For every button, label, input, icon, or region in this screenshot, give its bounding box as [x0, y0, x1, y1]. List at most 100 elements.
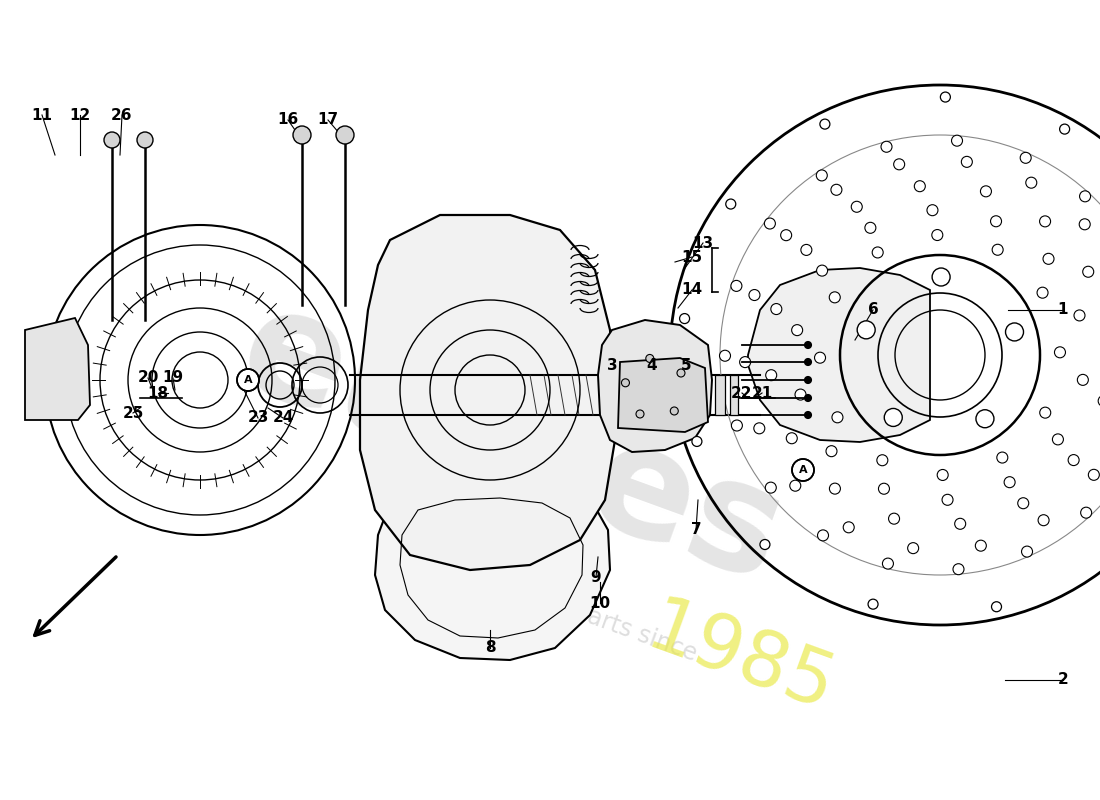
Circle shape: [792, 325, 803, 336]
Circle shape: [1077, 374, 1088, 386]
Circle shape: [1055, 347, 1066, 358]
Circle shape: [857, 321, 876, 339]
Circle shape: [889, 513, 900, 524]
Circle shape: [1079, 191, 1090, 202]
Text: 22: 22: [732, 386, 752, 401]
Circle shape: [868, 599, 878, 609]
Polygon shape: [618, 358, 708, 432]
Circle shape: [236, 369, 258, 391]
Circle shape: [621, 378, 629, 386]
Polygon shape: [25, 318, 90, 420]
Circle shape: [760, 539, 770, 550]
Circle shape: [816, 170, 827, 181]
Text: 26: 26: [111, 107, 133, 122]
Circle shape: [820, 119, 829, 129]
Circle shape: [1082, 266, 1093, 278]
Circle shape: [795, 389, 806, 400]
Circle shape: [1074, 310, 1085, 321]
Circle shape: [1043, 254, 1054, 264]
Circle shape: [937, 470, 948, 481]
Circle shape: [955, 518, 966, 530]
Circle shape: [872, 247, 883, 258]
Text: 9: 9: [591, 570, 602, 585]
Circle shape: [293, 126, 311, 144]
Circle shape: [676, 369, 685, 377]
Polygon shape: [598, 320, 712, 452]
Circle shape: [940, 92, 950, 102]
Text: 25: 25: [122, 406, 144, 421]
Circle shape: [1005, 323, 1023, 341]
Circle shape: [953, 564, 964, 574]
Polygon shape: [375, 478, 610, 660]
Circle shape: [804, 358, 812, 366]
Circle shape: [719, 350, 730, 362]
Text: 1985: 1985: [636, 592, 844, 728]
Circle shape: [932, 230, 943, 241]
Circle shape: [792, 459, 814, 481]
Circle shape: [1018, 498, 1028, 509]
Text: 7: 7: [691, 522, 702, 538]
Circle shape: [766, 370, 777, 381]
Text: 18: 18: [147, 386, 168, 401]
Text: 1: 1: [1058, 302, 1068, 318]
Circle shape: [980, 186, 991, 197]
Circle shape: [844, 522, 855, 533]
Text: a passion for parts since: a passion for parts since: [420, 544, 700, 666]
Bar: [715, 375, 725, 415]
Circle shape: [976, 410, 994, 428]
Text: 4: 4: [647, 358, 658, 373]
Circle shape: [804, 394, 812, 402]
Circle shape: [817, 530, 828, 541]
Circle shape: [732, 420, 742, 431]
Circle shape: [851, 202, 862, 212]
Circle shape: [1037, 287, 1048, 298]
Circle shape: [942, 494, 953, 506]
Circle shape: [932, 268, 950, 286]
Circle shape: [1004, 477, 1015, 488]
Circle shape: [990, 216, 1001, 226]
Text: 13: 13: [692, 235, 714, 250]
Circle shape: [976, 540, 987, 551]
Circle shape: [829, 483, 840, 494]
Text: 10: 10: [590, 595, 610, 610]
Text: euro: euro: [220, 273, 640, 547]
Circle shape: [804, 377, 812, 383]
Circle shape: [814, 352, 825, 363]
Text: 8: 8: [485, 641, 495, 655]
Text: 16: 16: [277, 113, 298, 127]
Circle shape: [865, 222, 876, 234]
Circle shape: [804, 342, 812, 349]
Circle shape: [749, 290, 760, 301]
Circle shape: [786, 433, 798, 444]
Polygon shape: [748, 268, 929, 442]
Circle shape: [692, 437, 702, 446]
Circle shape: [882, 558, 893, 569]
Circle shape: [1088, 470, 1099, 480]
Circle shape: [997, 452, 1008, 463]
Text: res: res: [497, 384, 802, 616]
Circle shape: [104, 132, 120, 148]
Circle shape: [816, 265, 827, 276]
Text: 5: 5: [681, 358, 691, 373]
Circle shape: [636, 410, 644, 418]
Circle shape: [804, 411, 812, 418]
Circle shape: [829, 292, 840, 303]
Text: 3: 3: [607, 358, 617, 373]
Circle shape: [961, 156, 972, 167]
Circle shape: [790, 480, 801, 491]
Circle shape: [680, 314, 690, 323]
Circle shape: [1020, 152, 1031, 163]
Circle shape: [893, 159, 904, 170]
Circle shape: [927, 205, 938, 216]
Circle shape: [1038, 514, 1049, 526]
Circle shape: [646, 354, 653, 362]
Circle shape: [914, 181, 925, 192]
Circle shape: [1068, 454, 1079, 466]
Circle shape: [670, 407, 679, 415]
Circle shape: [830, 184, 842, 195]
Circle shape: [1080, 507, 1091, 518]
Text: 20: 20: [138, 370, 158, 386]
Circle shape: [1079, 218, 1090, 230]
Circle shape: [1040, 407, 1050, 418]
Circle shape: [781, 230, 792, 241]
